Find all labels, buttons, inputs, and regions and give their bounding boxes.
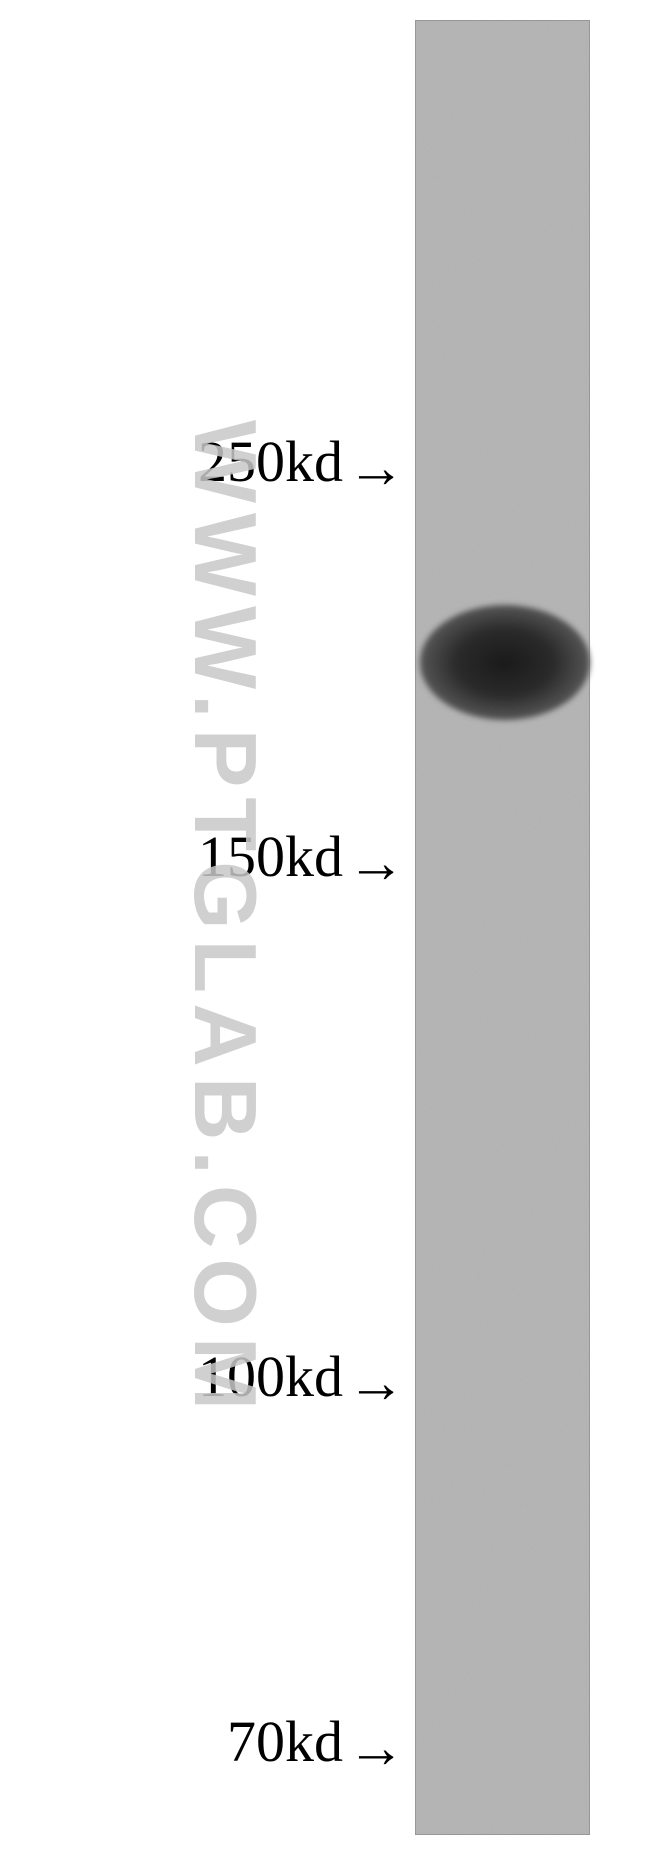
arrow-icon: → [347, 1349, 405, 1416]
blot-figure: 250kd→ 150kd→ 100kd→ 70kd→ WWW.PTGLAB.CO… [0, 0, 650, 1855]
blot-lane [415, 20, 590, 1835]
marker-label-text: 70kd [227, 1709, 343, 1774]
arrow-icon: → [347, 434, 405, 501]
watermark-text: WWW.PTGLAB.COM [174, 420, 276, 1420]
marker-70kd: 70kd→ [227, 1708, 405, 1781]
arrow-icon: → [347, 1714, 405, 1781]
protein-band [420, 605, 590, 720]
arrow-icon: → [347, 829, 405, 896]
